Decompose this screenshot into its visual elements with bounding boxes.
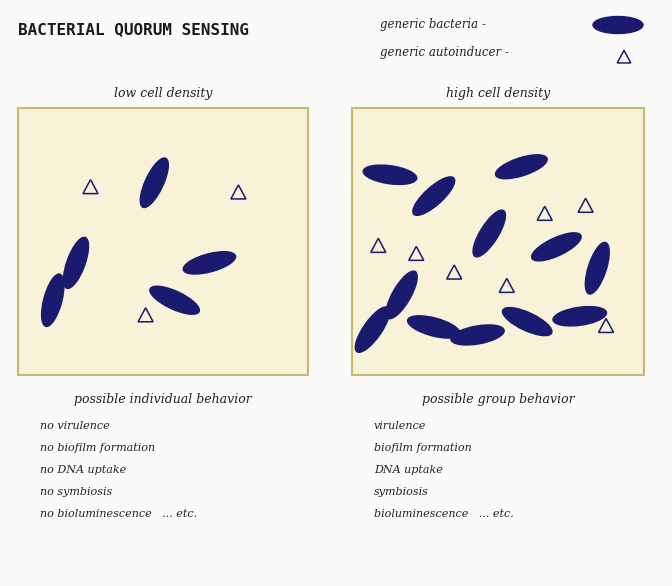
Text: no virulence: no virulence <box>40 421 110 431</box>
Ellipse shape <box>593 16 643 33</box>
Ellipse shape <box>408 316 460 338</box>
Ellipse shape <box>63 237 89 288</box>
Text: BACTERIAL QUORUM SENSING: BACTERIAL QUORUM SENSING <box>18 22 249 37</box>
Ellipse shape <box>553 306 607 326</box>
Text: no DNA uptake: no DNA uptake <box>40 465 126 475</box>
Text: high cell density: high cell density <box>446 87 550 100</box>
Ellipse shape <box>503 308 552 336</box>
Text: biofilm formation: biofilm formation <box>374 443 472 453</box>
Ellipse shape <box>413 177 455 216</box>
Ellipse shape <box>386 271 417 319</box>
Ellipse shape <box>140 158 168 207</box>
Ellipse shape <box>150 286 200 314</box>
FancyBboxPatch shape <box>352 108 644 375</box>
Text: bioluminescence   ... etc.: bioluminescence ... etc. <box>374 509 514 519</box>
Text: possible individual behavior: possible individual behavior <box>74 393 252 406</box>
Text: virulence: virulence <box>374 421 426 431</box>
FancyBboxPatch shape <box>18 108 308 375</box>
Ellipse shape <box>532 233 581 261</box>
Text: low cell density: low cell density <box>114 87 212 100</box>
Ellipse shape <box>363 165 417 185</box>
Text: no symbiosis: no symbiosis <box>40 487 112 497</box>
Text: symbiosis: symbiosis <box>374 487 429 497</box>
Text: possible group behavior: possible group behavior <box>422 393 575 406</box>
Ellipse shape <box>355 307 390 352</box>
Ellipse shape <box>585 243 610 294</box>
Text: no bioluminescence   ... etc.: no bioluminescence ... etc. <box>40 509 197 519</box>
Ellipse shape <box>42 274 64 326</box>
Text: generic autoinducer -: generic autoinducer - <box>380 46 509 59</box>
Ellipse shape <box>495 155 547 179</box>
Text: generic bacteria -: generic bacteria - <box>380 18 486 31</box>
Ellipse shape <box>473 210 505 257</box>
Text: no biofilm formation: no biofilm formation <box>40 443 155 453</box>
Ellipse shape <box>451 325 504 345</box>
Text: DNA uptake: DNA uptake <box>374 465 443 475</box>
Ellipse shape <box>183 252 236 274</box>
